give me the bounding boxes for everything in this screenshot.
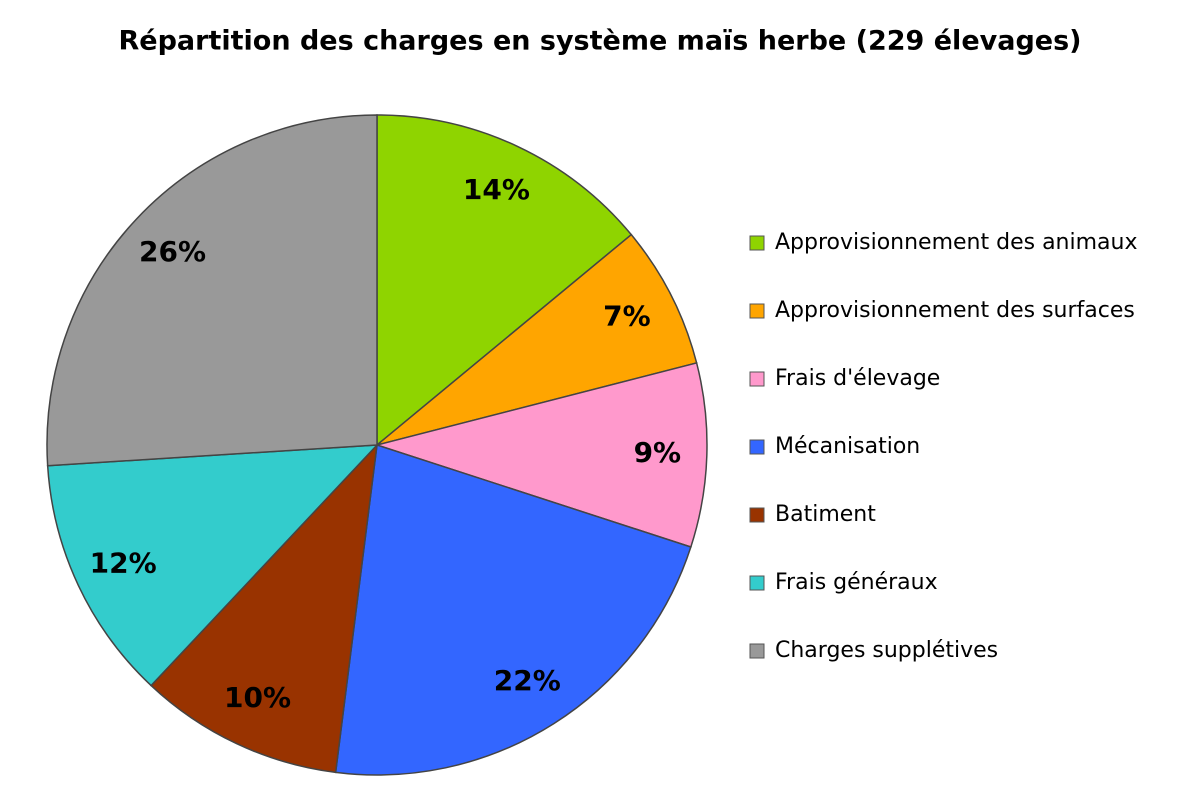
value-label: 10% xyxy=(224,681,291,714)
chart-title: Répartition des charges en système maïs … xyxy=(119,26,1082,57)
pie-slice xyxy=(46,444,379,687)
pie-slice xyxy=(376,233,698,446)
pie-slice xyxy=(46,114,378,467)
legend-label: Batiment xyxy=(775,502,876,527)
legend-swatch xyxy=(749,643,765,659)
legend-swatch xyxy=(749,507,765,523)
legend-swatch xyxy=(749,575,765,591)
pie-slice xyxy=(374,362,708,548)
pie-slice xyxy=(334,444,692,776)
legend-swatch xyxy=(749,439,765,455)
pie-slice xyxy=(150,442,379,774)
value-label: 14% xyxy=(463,173,530,206)
pie-slice xyxy=(376,114,633,447)
value-label: 12% xyxy=(90,546,157,579)
legend-label: Approvisionnement des surfaces xyxy=(775,298,1135,323)
legend-swatch xyxy=(749,303,765,319)
value-label: 22% xyxy=(494,664,561,697)
legend-swatch xyxy=(749,235,765,251)
value-label: 26% xyxy=(139,235,206,268)
value-label: 7% xyxy=(603,300,651,333)
legend-label: Approvisionnement des animaux xyxy=(775,230,1137,255)
legend-swatch xyxy=(749,371,765,387)
legend-label: Frais d'élevage xyxy=(775,366,940,391)
legend-label: Charges supplétives xyxy=(775,638,998,663)
legend-label: Mécanisation xyxy=(775,434,920,459)
value-label: 9% xyxy=(634,436,682,469)
legend-label: Frais généraux xyxy=(775,570,938,595)
